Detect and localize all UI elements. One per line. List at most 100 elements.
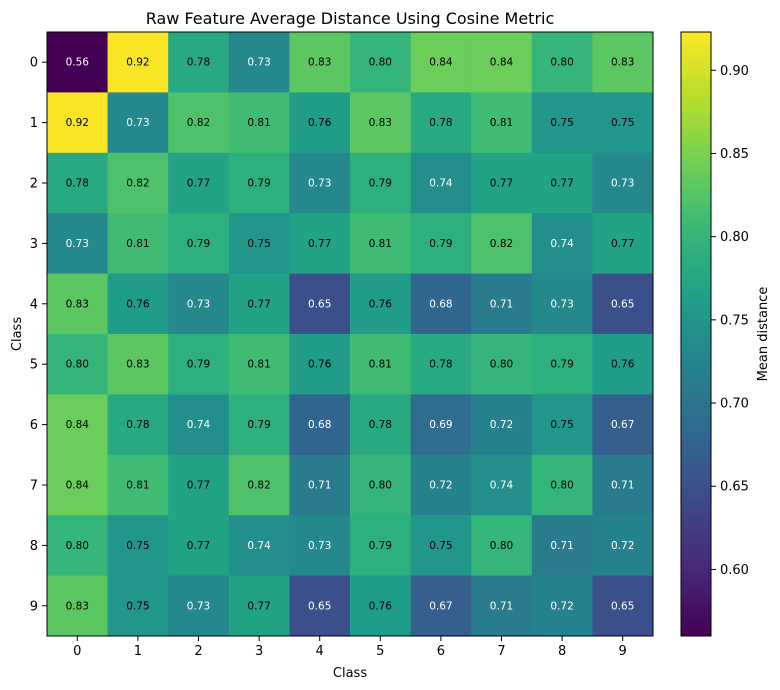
heatmap-cell [531,92,593,154]
cell-value-label: 0.75 [550,117,573,129]
heatmap-cell [107,515,169,577]
cell-value-label: 0.81 [247,359,270,371]
cell-value-label: 0.65 [611,600,634,612]
cell-value-label: 0.83 [66,298,89,310]
heatmap-cell [471,92,533,154]
heatmap-cell [471,515,533,577]
cell-value-label: 0.77 [247,600,270,612]
heatmap-cell [168,152,230,214]
heatmap-cell [289,454,351,516]
y-tick-label: 9 [30,599,38,614]
cell-value-label: 0.80 [66,359,89,371]
cell-value-label: 0.80 [550,480,573,492]
heatmap-cells: 0.56 0.92 0.78 0.73 0.83 0.80 0.84 0.84 0.80 0.83… [47,32,654,637]
heatmap-cell [350,213,412,275]
heatmap-cell [47,32,109,93]
heatmap-cell [592,213,654,275]
heatmap-cell [471,575,533,637]
heatmap-cell [107,32,169,93]
x-tick-label: 0 [73,644,81,659]
heatmap-cell [107,575,169,637]
heatmap-cell [107,273,169,335]
heatmap-cell [471,394,533,456]
chart-title: Raw Feature Average Distance Using Cosin… [146,9,555,28]
cell-value-label: 0.69 [429,419,452,431]
cell-value-label: 0.81 [126,480,149,492]
cell-value-label: 0.72 [550,600,573,612]
cell-value-label: 0.82 [126,178,149,190]
x-tick-label: 5 [376,644,384,659]
heatmap-cell [350,32,412,93]
heatmap-cell [289,152,351,214]
cell-value-label: 0.74 [429,178,453,190]
y-tick-label: 1 [30,116,38,131]
cell-value-label: 0.74 [490,480,514,492]
cell-value-label: 0.75 [429,540,452,552]
cell-value-label: 0.84 [429,57,453,69]
colorbar-tick-label: 0.70 [720,397,749,412]
colorbar-tick-label: 0.85 [720,147,749,162]
heatmap-cell [47,454,109,516]
x-tick-label: 3 [255,644,263,659]
y-axis-label: Class [10,317,25,351]
heatmap-cell [107,92,169,154]
heatmap-cell [107,152,169,214]
cell-value-label: 0.81 [247,117,270,129]
heatmap-cell [228,575,290,637]
cell-value-label: 0.76 [126,298,150,310]
cell-value-label: 0.73 [187,600,210,612]
heatmap-cell [471,454,533,516]
cell-value-label: 0.78 [66,178,89,190]
cell-value-label: 0.82 [247,480,270,492]
cell-value-label: 0.84 [490,57,514,69]
heatmap-cell [47,575,109,637]
cell-value-label: 0.65 [308,298,331,310]
y-tick-label: 8 [30,539,38,554]
heatmap-cell [471,334,533,395]
heatmap-cell [107,213,169,275]
cell-value-label: 0.77 [611,238,634,250]
cell-value-label: 0.78 [187,57,210,69]
heatmap-cell [168,92,230,154]
cell-value-label: 0.78 [429,117,452,129]
cell-value-label: 0.72 [429,480,452,492]
y-tick-label: 4 [30,297,38,312]
cell-value-label: 0.80 [490,359,513,371]
colorbar-tick-label: 0.65 [720,480,749,495]
heatmap-cell [168,394,230,456]
heatmap-cell [410,273,472,335]
cell-value-label: 0.84 [66,480,90,492]
cell-value-label: 0.83 [308,57,331,69]
y-axis-ticks: 0 1 2 3 4 5 6 7 8 9 [30,56,47,614]
cell-value-label: 0.67 [429,600,452,612]
heatmap-cell [531,454,593,516]
cell-value-label: 0.73 [126,117,149,129]
heatmap-cell [168,515,230,577]
heatmap-cell [289,273,351,335]
cell-value-label: 0.80 [66,540,89,552]
x-axis-ticks: 0 1 2 3 4 5 6 7 8 9 [73,636,627,659]
heatmap-cell [410,152,472,214]
heatmap-cell [228,213,290,275]
cell-value-label: 0.74 [550,238,574,250]
heatmap-cell [289,92,351,154]
cell-value-label: 0.79 [247,419,270,431]
cell-value-label: 0.73 [308,178,331,190]
heatmap-cell [592,32,654,93]
cell-value-label: 0.80 [490,540,513,552]
cell-value-label: 0.80 [550,57,573,69]
cell-value-label: 0.78 [429,359,452,371]
heatmap-cell [289,515,351,577]
cell-value-label: 0.77 [187,480,210,492]
cell-value-label: 0.71 [490,298,513,310]
heatmap-cell [592,92,654,154]
cell-value-label: 0.75 [611,117,634,129]
cell-value-label: 0.75 [247,238,270,250]
heatmap-cell [350,152,412,214]
heatmap-cell [592,273,654,335]
cell-value-label: 0.68 [308,419,331,431]
heatmap-cell [228,273,290,335]
heatmap-cell [531,273,593,335]
cell-value-label: 0.67 [611,419,634,431]
